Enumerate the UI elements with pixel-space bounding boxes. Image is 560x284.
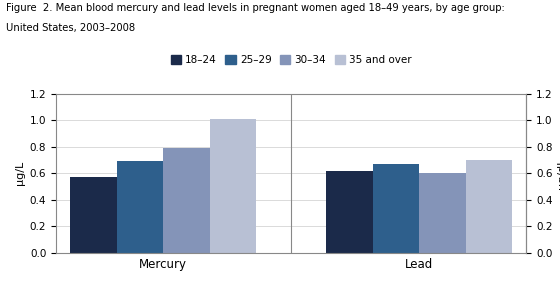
Bar bbox=[209, 119, 256, 253]
Bar bbox=[326, 171, 373, 253]
Y-axis label: µg/L: µg/L bbox=[16, 161, 26, 185]
Y-axis label: µg/dL: µg/dL bbox=[557, 158, 560, 189]
Bar bbox=[373, 164, 419, 253]
Bar bbox=[116, 161, 163, 253]
Bar bbox=[70, 177, 116, 253]
Text: United States, 2003–2008: United States, 2003–2008 bbox=[6, 23, 135, 33]
Bar bbox=[419, 173, 466, 253]
Legend: 18–24, 25–29, 30–34, 35 and over: 18–24, 25–29, 30–34, 35 and over bbox=[166, 51, 416, 70]
Bar bbox=[163, 148, 209, 253]
Bar bbox=[466, 160, 512, 253]
Text: Figure  2. Mean blood mercury and lead levels in pregnant women aged 18–49 years: Figure 2. Mean blood mercury and lead le… bbox=[6, 3, 505, 13]
